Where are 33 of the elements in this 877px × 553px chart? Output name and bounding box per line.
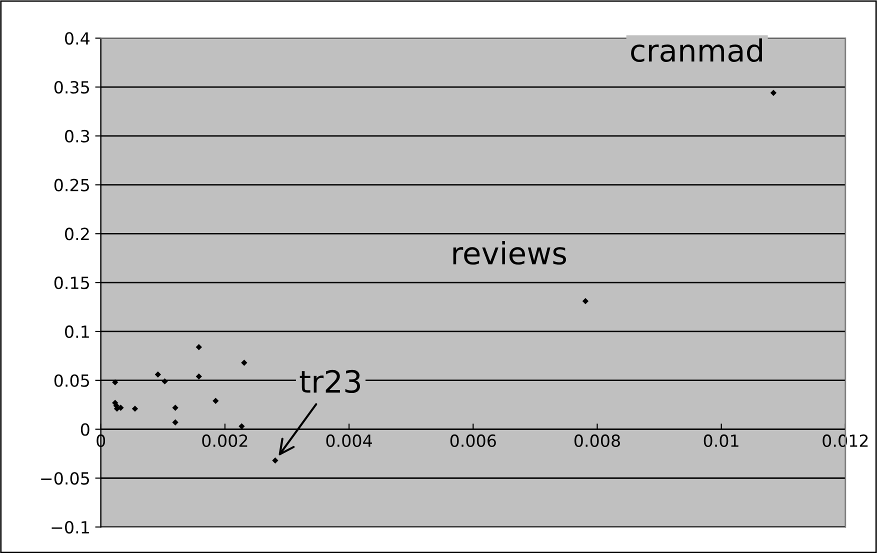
point: [154, 371, 162, 378]
point: [132, 406, 138, 412]
point: [770, 90, 777, 96]
y-tick-label: 0.3: [65, 130, 90, 142]
y-tick-label: 0.1: [65, 325, 89, 338]
y-tick-label: 0.4: [65, 32, 90, 45]
point: [212, 398, 219, 404]
y-tick-label: 0.25: [54, 178, 89, 192]
y-tick-label: −0.05: [41, 472, 89, 485]
x-tick-label: 0.002: [202, 434, 248, 447]
point: [196, 344, 202, 350]
y-tick-label: 0.05: [54, 374, 89, 387]
point: [196, 373, 202, 380]
x-tick-label: 0.01: [704, 434, 738, 447]
x-tick-label: 0.004: [326, 434, 372, 447]
x-tick-label: 0.008: [574, 434, 620, 447]
y-tick-label: 0.15: [54, 276, 89, 290]
point: [118, 404, 124, 411]
y-tick-label: 0: [80, 423, 90, 436]
y-tick-label: 0.35: [54, 81, 89, 94]
point: [582, 298, 589, 304]
point: [112, 379, 118, 386]
point: [172, 404, 178, 411]
y-tick-label: −0.1: [52, 520, 89, 534]
point: [241, 360, 248, 366]
point: [162, 378, 168, 384]
annotation: cranmad: [631, 38, 762, 62]
annotation: tr23: [300, 370, 360, 393]
annotation: reviews: [453, 241, 566, 265]
x-tick-label: 0.006: [450, 434, 496, 447]
point: [272, 457, 278, 464]
point: [172, 419, 178, 426]
y-tick-label: 0.2: [65, 228, 89, 240]
